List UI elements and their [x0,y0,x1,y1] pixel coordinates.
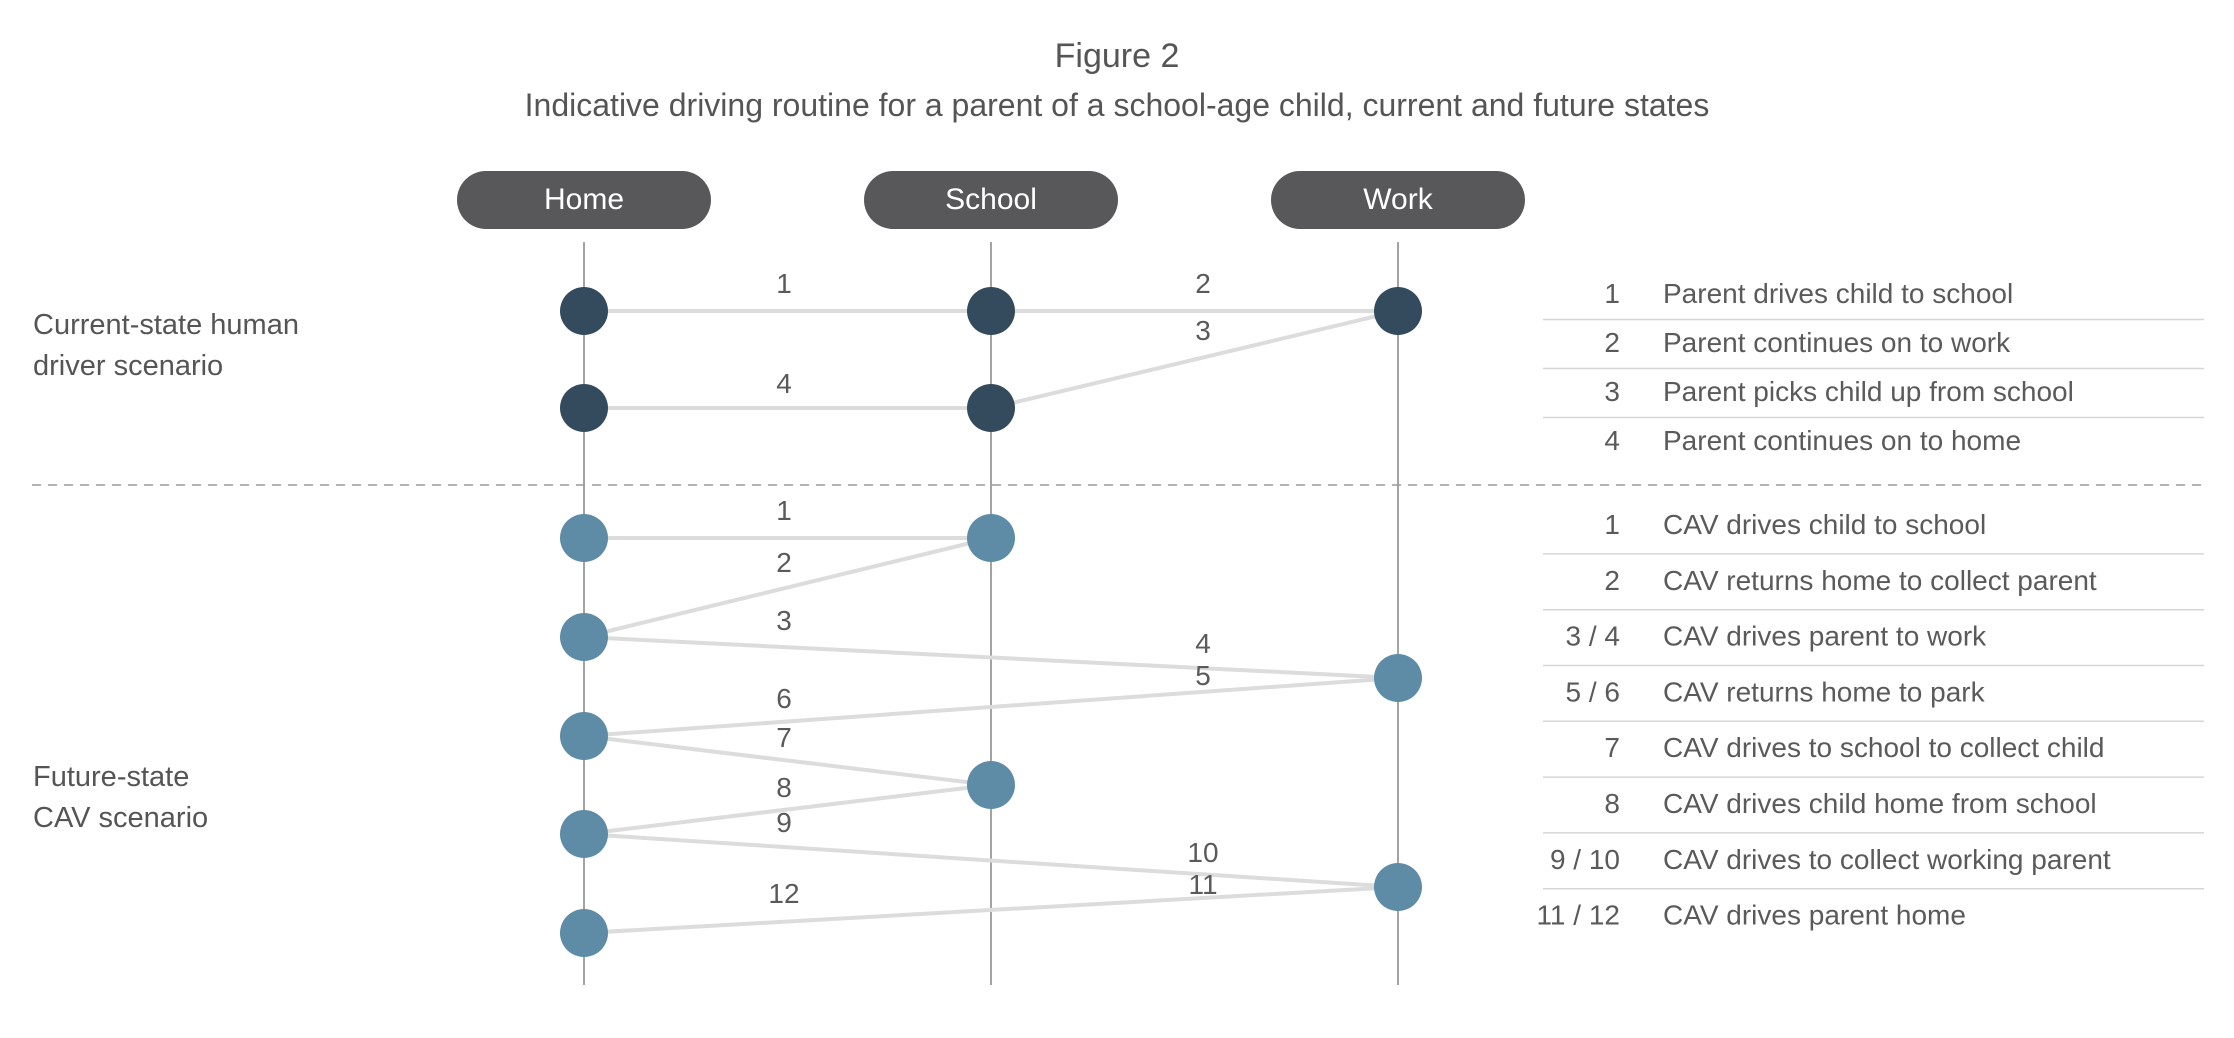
columns: Home School Work [457,171,1525,985]
current-route-segment [989,309,1400,410]
future-legend-text: CAV drives child to school [1663,509,1986,540]
current-legend-number: 2 [1604,327,1620,358]
future-legend-number: 1 [1604,509,1620,540]
future-legend-text: CAV returns home to park [1663,676,1986,707]
column-header-label-home: Home [544,183,624,216]
future-route-segment [582,536,993,639]
future-legend-text: CAV drives parent to work [1663,621,1987,652]
current-legend-text: Parent continues on to work [1663,327,2011,358]
column-header-label-work: Work [1363,183,1433,216]
current-node-school [967,287,1015,335]
future-node-work [1374,654,1422,702]
current-legend-number: 3 [1604,376,1620,407]
future-route-segment [582,734,993,787]
future-legend-text: CAV drives to collect working parent [1663,844,2111,875]
future-step-label: 4 [1195,628,1211,659]
future-route-segment [582,635,1400,680]
future-step-label: 5 [1195,660,1211,691]
routes [582,309,1400,935]
future-step-label: 2 [776,547,792,578]
figure-number: Figure 2 [1055,37,1180,75]
future-legend-text: CAV drives parent home [1663,900,1966,931]
current-legend-number: 1 [1604,278,1620,309]
current-scenario-label: Current-state human [33,309,299,341]
column-header-school [864,171,1118,229]
future-legend-text: CAV returns home to collect parent [1663,565,2097,596]
future-step-label: 10 [1187,837,1218,868]
current-node-home [560,287,608,335]
current-step-label: 3 [1195,315,1211,346]
current-step-label: 1 [776,268,792,299]
future-legend-number: 5 / 6 [1566,676,1620,707]
future-legend-text: CAV drives child home from school [1663,788,2097,819]
current-step-label: 2 [1195,268,1211,299]
scenario-labels: Current-state human driver scenario Future… [33,309,299,834]
current-node-work [1374,287,1422,335]
future-legend-number: 9 / 10 [1550,844,1620,875]
future-legend-number: 7 [1604,732,1620,763]
figure-title: Indicative driving routine for a parent … [525,87,1710,123]
future-node-home [560,810,608,858]
future-node-home [560,514,608,562]
future-legend-number: 2 [1604,565,1620,596]
future-step-label: 12 [768,878,799,909]
future-node-school [967,514,1015,562]
future-scenario-label: Future-state [33,761,189,793]
future-route-segment [582,676,1400,738]
future-scenario-label: CAV scenario [33,802,208,834]
future-node-school [967,761,1015,809]
column-header-label-school: School [945,183,1037,216]
future-node-home [560,909,608,957]
future-step-label: 7 [776,722,792,753]
future-route-segment [582,885,1400,935]
future-route-segment [582,783,993,836]
future-legend-text: CAV drives to school to collect child [1663,732,2104,763]
column-header-home [457,171,711,229]
current-legend-text: Parent picks child up from school [1663,376,2074,407]
current-node-home [560,384,608,432]
current-node-school [967,384,1015,432]
column-header-work [1271,171,1525,229]
future-step-label: 3 [776,605,792,636]
future-legend-number: 8 [1604,788,1620,819]
current-legend-number: 4 [1604,425,1620,456]
current-scenario-label: driver scenario [33,350,223,382]
future-route-segment [582,832,1400,889]
legend: 1 Parent drives child to school 2 Parent co… [1536,278,2204,931]
future-node-home [560,712,608,760]
future-step-label: 6 [776,683,792,714]
future-step-label: 8 [776,772,792,803]
future-step-label: 9 [776,807,792,838]
nodes [560,287,1422,957]
future-step-label: 11 [1188,869,1217,900]
future-node-home [560,613,608,661]
future-node-work [1374,863,1422,911]
current-legend-text: Parent drives child to school [1663,278,2013,309]
future-legend-number: 11 / 12 [1536,900,1620,931]
current-step-label: 4 [776,368,792,399]
future-step-label: 1 [776,495,792,526]
future-legend-number: 3 / 4 [1566,621,1620,652]
current-legend-text: Parent continues on to home [1663,425,2021,456]
